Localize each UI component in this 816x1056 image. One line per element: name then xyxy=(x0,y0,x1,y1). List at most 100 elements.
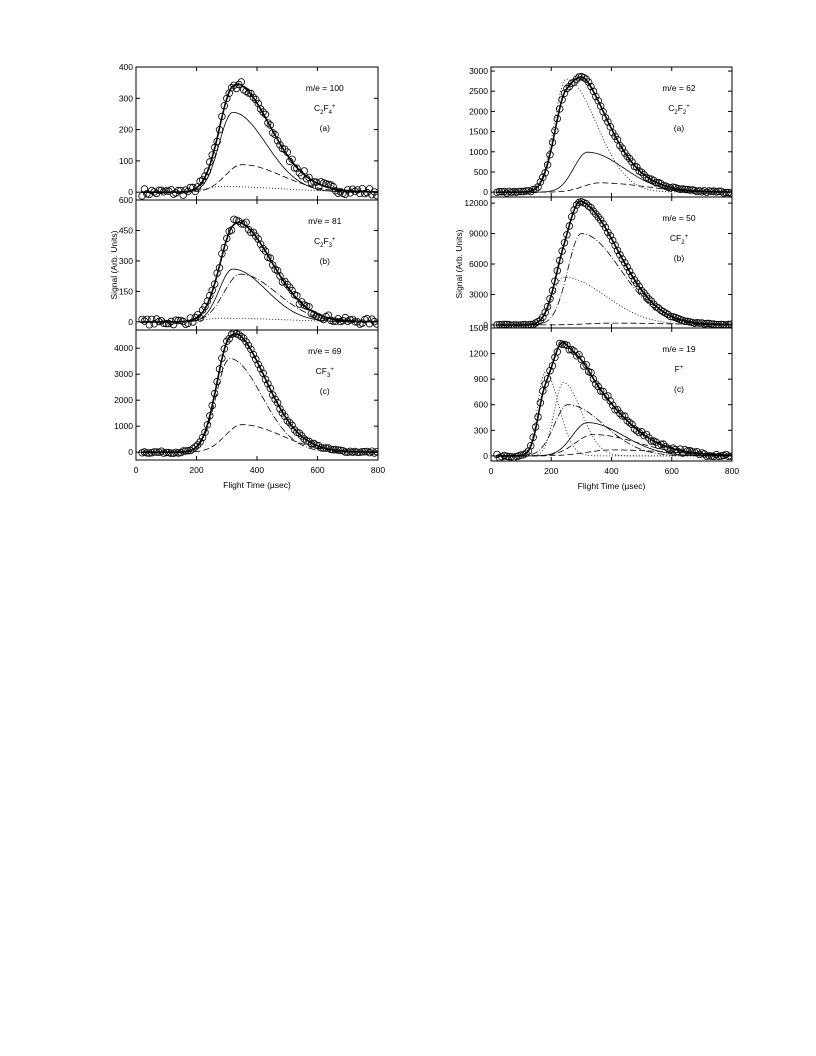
data-point xyxy=(700,450,708,458)
data-point xyxy=(324,311,333,319)
data-point xyxy=(232,84,241,93)
data-point xyxy=(179,317,187,326)
data-point xyxy=(700,320,708,328)
data-point xyxy=(575,351,583,359)
data-point xyxy=(621,412,629,420)
data-point xyxy=(189,183,197,192)
data-point xyxy=(269,391,277,399)
data-point xyxy=(208,151,216,159)
total-fit-curve xyxy=(495,76,732,193)
data-point xyxy=(539,313,547,321)
data-point xyxy=(657,179,665,188)
data-point xyxy=(666,446,675,454)
data-point xyxy=(196,314,204,322)
data-point xyxy=(531,185,540,193)
mass-label: m/e = 100 xyxy=(306,83,344,93)
data-point xyxy=(307,440,316,448)
data-point xyxy=(150,448,158,456)
x-tick-label: 200 xyxy=(544,466,558,476)
data-point xyxy=(683,447,692,455)
data-point xyxy=(712,321,720,328)
data-point xyxy=(613,246,622,255)
data-point xyxy=(351,187,359,195)
data-point xyxy=(256,240,265,248)
data-point xyxy=(184,187,192,196)
data-point xyxy=(244,341,253,350)
data-point xyxy=(223,94,231,103)
data-point xyxy=(618,412,626,420)
data-point xyxy=(290,426,299,434)
data-point xyxy=(686,186,694,194)
data-point xyxy=(568,212,576,221)
data-point xyxy=(252,95,260,104)
data-point xyxy=(628,420,636,429)
plot-area xyxy=(138,78,378,200)
y-tick-label: 0 xyxy=(128,317,133,327)
ion-label-part: + xyxy=(332,104,336,110)
data-point xyxy=(363,188,371,197)
data-point xyxy=(227,226,236,234)
y-tick-label: 0 xyxy=(483,451,488,461)
data-point xyxy=(334,189,342,197)
data-point xyxy=(215,264,224,272)
data-point xyxy=(288,286,296,295)
data-point xyxy=(293,164,301,172)
ion-label-part: F xyxy=(323,236,328,246)
data-point xyxy=(604,392,612,400)
data-point xyxy=(640,171,648,179)
component-curve xyxy=(140,273,378,323)
data-point xyxy=(174,316,182,325)
data-point xyxy=(623,263,631,271)
data-point xyxy=(548,286,557,295)
data-point xyxy=(650,176,658,185)
data-point xyxy=(346,189,354,197)
data-point xyxy=(553,266,561,275)
component-curve xyxy=(140,268,378,323)
data-point xyxy=(235,331,243,339)
data-point xyxy=(373,448,378,456)
y-tick-label: 3000 xyxy=(469,66,488,76)
x-tick-label: 200 xyxy=(189,465,203,475)
data-point xyxy=(609,236,617,245)
data-point xyxy=(637,286,646,295)
data-point xyxy=(553,348,561,356)
data-point xyxy=(645,175,653,183)
chart-panel: 0 1000 2000 3000 4000 0 200 400 600 800 Flight Tim… xyxy=(114,329,385,490)
ion-label: CF3+ xyxy=(316,366,335,379)
plot-area xyxy=(493,198,732,328)
data-point xyxy=(150,320,158,328)
data-point xyxy=(189,445,197,453)
data-point xyxy=(531,423,540,431)
data-point xyxy=(191,313,199,322)
mass-label: m/e = 19 xyxy=(662,344,696,354)
panel-tag: (b) xyxy=(320,256,331,266)
data-point xyxy=(348,315,357,324)
data-point xyxy=(213,377,221,386)
y-tick-label: 600 xyxy=(474,400,488,410)
data-point xyxy=(329,182,337,191)
data-point xyxy=(572,75,581,83)
data-point xyxy=(536,178,545,186)
data-point xyxy=(283,148,291,156)
y-axis-label-left: Signal (Arb. Units) xyxy=(109,230,119,299)
data-point xyxy=(365,448,374,457)
data-point xyxy=(179,447,187,455)
y-tick-label: 400 xyxy=(119,62,133,72)
data-point xyxy=(570,347,578,355)
plot-area xyxy=(493,339,732,461)
y-tick-label: 150 xyxy=(119,286,133,296)
data-point xyxy=(254,235,262,243)
data-point xyxy=(727,189,732,197)
data-point xyxy=(683,185,692,194)
data-point xyxy=(517,321,525,328)
data-point xyxy=(657,440,665,448)
data-point xyxy=(678,185,687,193)
data-point xyxy=(145,190,153,199)
data-point xyxy=(724,188,732,197)
data-point xyxy=(652,179,660,187)
data-point xyxy=(358,184,366,193)
data-point xyxy=(288,155,296,163)
data-point xyxy=(558,96,566,104)
plot-area xyxy=(138,330,378,457)
component-curve xyxy=(495,371,732,457)
